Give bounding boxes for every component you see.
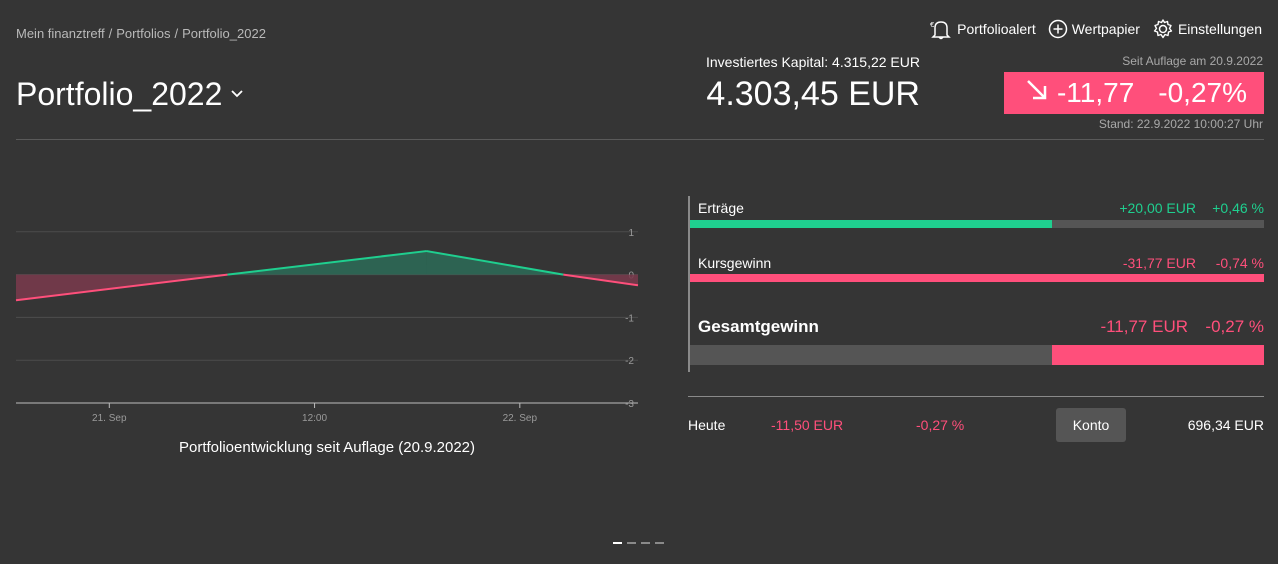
performance-percent: -0,27%: [1158, 77, 1247, 108]
breadcrumb: Mein finanztreff / Portfolios / Portfolio_20…: [16, 26, 266, 41]
top-actions: € Portfolioalert Wertpapier Einstellunge…: [929, 18, 1262, 40]
settings-button[interactable]: Einstellungen: [1152, 18, 1262, 40]
panel-divider: [688, 396, 1264, 397]
income-value: +20,00 EUR: [1119, 200, 1196, 216]
total-gain-bar: [690, 345, 1264, 365]
add-security-button[interactable]: Wertpapier: [1048, 19, 1140, 39]
price-gain-bar: [690, 274, 1264, 282]
breadcrumb-item-current: Portfolio_2022: [182, 26, 266, 41]
x-tick-label: 21. Sep: [92, 413, 127, 424]
performance-badge: -11,77 -0,27%: [1004, 72, 1264, 114]
income-bar-fill: [690, 220, 1052, 228]
y-tick-label: -2: [625, 356, 634, 367]
breadcrumb-separator: /: [174, 26, 179, 41]
price-gain-bar-fill: [690, 274, 1264, 282]
today-label: Heute: [688, 417, 726, 433]
gear-icon: [1152, 18, 1174, 40]
profit-loss-panel: Erträge +20,00 EUR +0,46 % Kursgewinn -3…: [688, 196, 1264, 372]
series-line-segment: [426, 250, 564, 276]
today-percent: -0,27 %: [916, 417, 965, 433]
add-security-label: Wertpapier: [1071, 21, 1140, 37]
series-line-segment: [15, 273, 228, 302]
svg-text:€: €: [930, 21, 934, 29]
x-tick-label: 22. Sep: [503, 413, 538, 424]
performance-absolute: -11,77: [1056, 77, 1135, 108]
bell-alert-icon: €: [929, 18, 953, 40]
series-line-segment: [227, 250, 427, 276]
timestamp-label: Stand: 22.9.2022 10:00:27 Uhr: [1098, 117, 1263, 131]
breadcrumb-item-portfolios[interactable]: Portfolios: [116, 26, 171, 41]
page-title: Portfolio_2022: [16, 76, 223, 112]
breadcrumb-item-home[interactable]: Mein finanztreff: [16, 26, 105, 41]
income-percent: +0,46 %: [1212, 200, 1264, 216]
pager-dot[interactable]: [655, 542, 664, 544]
income-bar: [690, 220, 1264, 228]
arrow-down-right-icon: [1024, 77, 1050, 110]
today-value: -11,50 EUR: [771, 417, 844, 433]
konto-button[interactable]: Konto: [1056, 408, 1126, 442]
carousel-pager: [613, 542, 664, 544]
plus-circle-icon: [1048, 19, 1068, 39]
total-gain-percent: -0,27 %: [1205, 317, 1264, 336]
portfolio-selector[interactable]: Portfolio_2022: [16, 76, 244, 113]
settings-label: Einstellungen: [1177, 21, 1262, 37]
y-tick-label: 1: [628, 228, 634, 239]
area-segment: [16, 274, 228, 301]
chart-title: Portfolioentwicklung seit Auflage (20.9.…: [178, 439, 475, 456]
since-inception-label: Seit Auflage am 20.9.2022: [1122, 54, 1263, 68]
total-gain-value: -11,77 EUR: [1100, 317, 1188, 336]
pager-dot[interactable]: [613, 542, 622, 544]
header-divider: [16, 139, 1264, 140]
series-line-segment: [563, 273, 639, 287]
price-gain-value: -31,77 EUR: [1122, 255, 1196, 271]
price-gain-label: Kursgewinn: [698, 255, 772, 271]
today-row: Heute -11,50 EUR -0,27 % Konto 696,34 EU…: [688, 408, 1264, 442]
income-label: Erträge: [698, 200, 744, 216]
total-gain-label: Gesamtgewinn: [698, 317, 819, 336]
x-tick-label: 12:00: [302, 413, 327, 424]
chevron-down-icon: [230, 86, 244, 104]
pager-dot[interactable]: [627, 542, 636, 544]
y-tick-label: -1: [625, 313, 634, 324]
portfolio-total-value: 4.303,45 EUR: [706, 75, 920, 113]
y-tick-label: -3: [625, 399, 634, 410]
portfolioalert-label: Portfolioalert: [957, 21, 1036, 37]
portfolioalert-button[interactable]: € Portfolioalert: [929, 18, 1036, 40]
price-gain-percent: -0,74 %: [1215, 255, 1264, 271]
konto-value: 696,34 EUR: [1187, 417, 1264, 433]
total-gain-bar-fill: [1051, 345, 1264, 365]
breadcrumb-separator: /: [108, 26, 113, 41]
pager-dot[interactable]: [641, 542, 650, 544]
invested-capital: Investiertes Kapital: 4.315,22 EUR: [705, 54, 920, 70]
